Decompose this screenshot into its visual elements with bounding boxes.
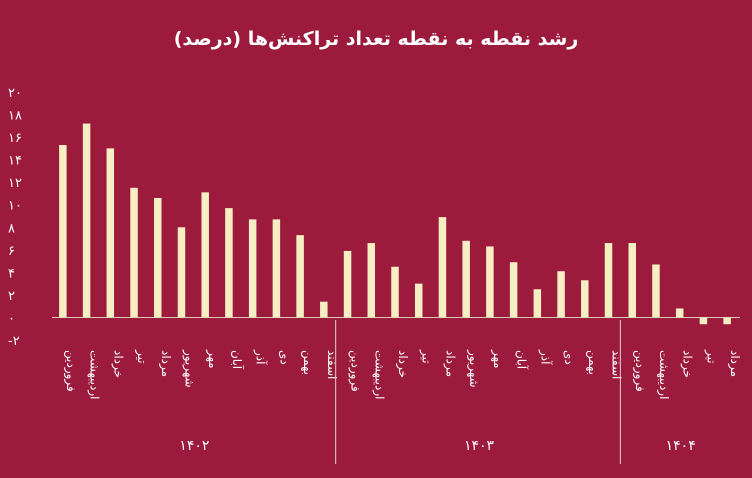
bar [438, 217, 447, 318]
bar [177, 227, 186, 318]
x-tick-label: اردیبهشت [371, 350, 386, 399]
x-tick-label: خرداد [680, 350, 695, 378]
x-tick-label: تیر [419, 349, 434, 364]
x-tick-label: بهمن [585, 350, 600, 375]
x-tick-label: خرداد [395, 350, 410, 378]
x-tick-label: مهر [205, 349, 220, 369]
x-tick-label: اسفند [325, 350, 339, 379]
y-tick-label: ۶ [8, 244, 15, 259]
bar [130, 187, 138, 318]
bar [391, 266, 399, 318]
bar [675, 308, 684, 318]
x-tick-label: دی [562, 350, 576, 365]
bar [343, 250, 352, 318]
y-tick-label: ۱۲ [8, 176, 22, 191]
x-tick-label: تیر [134, 349, 149, 364]
bar [296, 235, 304, 318]
x-tick-label: مهر [490, 349, 505, 369]
bar [557, 271, 565, 318]
bar [581, 280, 589, 318]
group-label: ۱۴۰۴ [666, 438, 696, 454]
bar [59, 144, 67, 318]
x-tick-label: آذر [253, 349, 269, 365]
x-tick-label: فروردین [348, 350, 363, 392]
bar [533, 289, 542, 318]
bar [462, 240, 470, 318]
bar [604, 243, 613, 318]
y-tick-label: ۱۶ [8, 131, 22, 146]
y-tick-label: ۲۰ [8, 86, 22, 101]
x-tick-label: اردیبهشت [87, 350, 102, 399]
x-tick-label: آبان [230, 350, 245, 370]
bar [652, 264, 660, 318]
group-label: ۱۴۰۲ [179, 438, 209, 454]
bar [154, 197, 162, 318]
bar [320, 301, 328, 318]
y-tick-label: ۱۴ [8, 154, 22, 169]
bar [699, 317, 708, 325]
bar [723, 317, 731, 325]
x-tick-label: تیر [703, 349, 718, 364]
x-tick-label: فروردین [63, 350, 78, 392]
x-tick-label: شهریور [466, 349, 481, 388]
x-tick-label: مرداد [158, 350, 173, 377]
y-tick-label: ۴ [8, 266, 15, 281]
y-tick-label: ۲ [8, 289, 15, 304]
bar [225, 208, 233, 318]
y-tick-label: ۱۸ [8, 109, 22, 124]
x-tick-label: آبان [515, 350, 530, 370]
x-tick-label: مرداد [727, 350, 742, 377]
bar [628, 243, 636, 318]
chart-title: رشد نقطه به نقطه تعداد تراکنش‌ها (درصد) [173, 28, 579, 50]
bar [367, 243, 376, 318]
y-tick-label: -۲ [8, 334, 20, 349]
x-tick-label: دی [277, 350, 291, 365]
bar [248, 219, 257, 318]
x-tick-label: فروردین [632, 350, 647, 392]
bar [106, 148, 115, 318]
x-tick-label: آذر [537, 349, 553, 365]
x-tick-label: مرداد [442, 350, 457, 377]
y-tick-label: ۰ [8, 311, 15, 326]
bar [414, 283, 423, 318]
bar [82, 123, 91, 318]
bar [201, 192, 209, 318]
bar [486, 246, 494, 318]
bar [272, 219, 281, 318]
x-tick-label: خرداد [110, 350, 125, 378]
x-tick-label: شهریور [181, 349, 196, 388]
x-tick-label: بهمن [300, 350, 315, 375]
group-label: ۱۴۰۳ [464, 438, 495, 454]
x-tick-label: اردیبهشت [656, 350, 671, 399]
x-tick-label: اسفند [610, 350, 624, 379]
bar [509, 262, 518, 318]
y-tick-label: ۱۰ [8, 199, 22, 214]
y-tick-label: ۸ [8, 221, 15, 236]
